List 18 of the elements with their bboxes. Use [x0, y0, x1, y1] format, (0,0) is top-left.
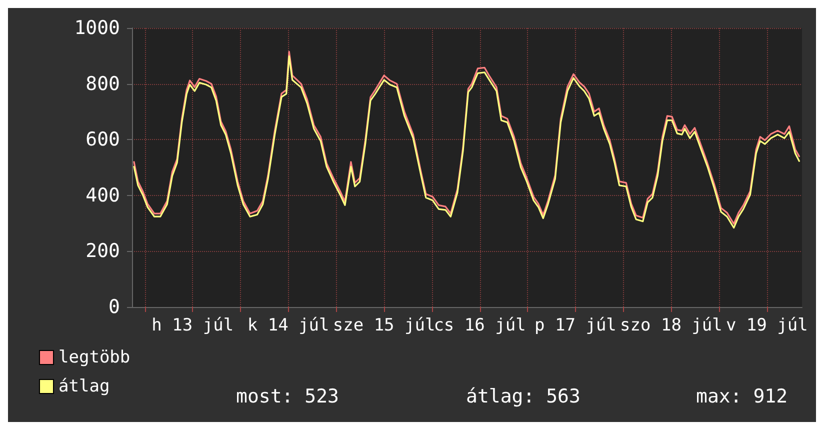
text: átlag: 563: [466, 386, 580, 408]
text: max: 912: [696, 386, 788, 408]
y-tick-label: 1000: [74, 17, 120, 39]
x-tick-label: k 14 júl: [247, 316, 330, 336]
legend-label: átlag: [58, 376, 110, 396]
x-tick-label: v 19 júl: [726, 316, 808, 336]
y-tick-label: 0: [108, 296, 120, 318]
legend-label: legtöbb: [58, 348, 130, 368]
x-tick-label: sze 15 júl: [332, 316, 436, 336]
x-tick-label: szo 18 júl: [620, 316, 722, 336]
y-tick-label: 800: [86, 72, 120, 95]
y-tick-label: 600: [86, 128, 120, 151]
y-tick-label: 200: [86, 240, 120, 262]
x-tick-label: h 13 júl: [152, 316, 234, 336]
text: most: 523: [236, 386, 339, 408]
y-tick-label: 400: [86, 184, 120, 206]
x-tick-label: cs 16 júl: [434, 316, 526, 336]
x-tick-label: p 17 júl: [534, 316, 616, 336]
